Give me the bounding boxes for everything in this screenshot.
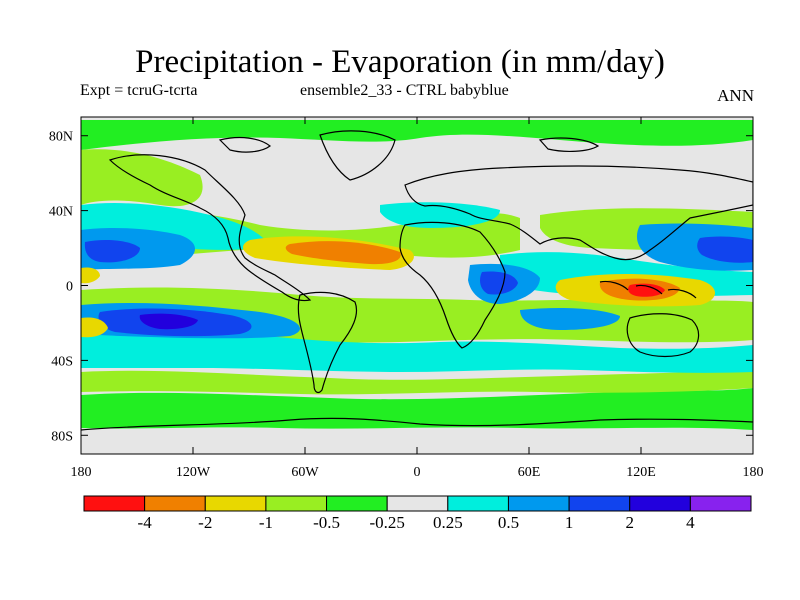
colorbar-swatch (144, 495, 206, 512)
ensemble-label: ensemble2_33 - CTRL babyblue (300, 82, 509, 99)
colorbar-label: -2 (198, 513, 212, 532)
colorbar-swatch (447, 495, 509, 512)
contour-fill-layer (81, 120, 753, 430)
colorbar-label: 0.25 (433, 513, 463, 532)
colorbar-swatch (204, 495, 267, 512)
experiment-label: Expt = tcruG-tcrta (80, 82, 198, 99)
colorbar-swatch (83, 495, 146, 512)
y-tick-label: 40N (49, 205, 73, 220)
colorbar-label: -1 (259, 513, 273, 532)
colorbar-swatch (568, 495, 631, 512)
colorbar-swatch (507, 495, 570, 512)
colorbar: -4 -2 -1 -0.5 -0.25 0.25 0.5 1 2 4 (83, 495, 752, 532)
x-tick-label: 0 (414, 465, 421, 480)
season-label: ANN (717, 86, 754, 105)
map-area (80, 116, 754, 455)
colorbar-label: -4 (138, 513, 153, 532)
x-tick-label: 180 (743, 465, 764, 480)
colorbar-swatch (689, 495, 752, 512)
y-tick-label: 80S (51, 429, 73, 444)
chart-title: Precipitation - Evaporation (in mm/day) (135, 44, 665, 80)
colorbar-label: -0.5 (313, 513, 340, 532)
coastline-layer (81, 130, 753, 431)
colorbar-label: 2 (625, 513, 634, 532)
colorbar-swatch (386, 495, 449, 512)
map-axes: 180 120W 60W 0 60E 120E 180 80N 40N 0 40S 80S (49, 117, 764, 480)
x-tick-label: 60W (291, 465, 319, 480)
colorbar-label: 1 (565, 513, 574, 532)
colorbar-label: 0.5 (498, 513, 519, 532)
x-tick-label: 180 (71, 465, 92, 480)
x-tick-label: 120W (176, 465, 211, 480)
y-tick-label: 0 (66, 280, 73, 295)
x-tick-label: 60E (518, 465, 541, 480)
y-tick-label: 40S (51, 354, 73, 369)
colorbar-label: -0.25 (369, 513, 404, 532)
y-tick-label: 80N (49, 130, 73, 145)
colorbar-swatch (326, 495, 388, 512)
colorbar-swatch (629, 495, 691, 512)
x-tick-label: 120E (626, 465, 656, 480)
colorbar-label: 4 (686, 513, 695, 532)
colorbar-swatch (265, 495, 328, 512)
